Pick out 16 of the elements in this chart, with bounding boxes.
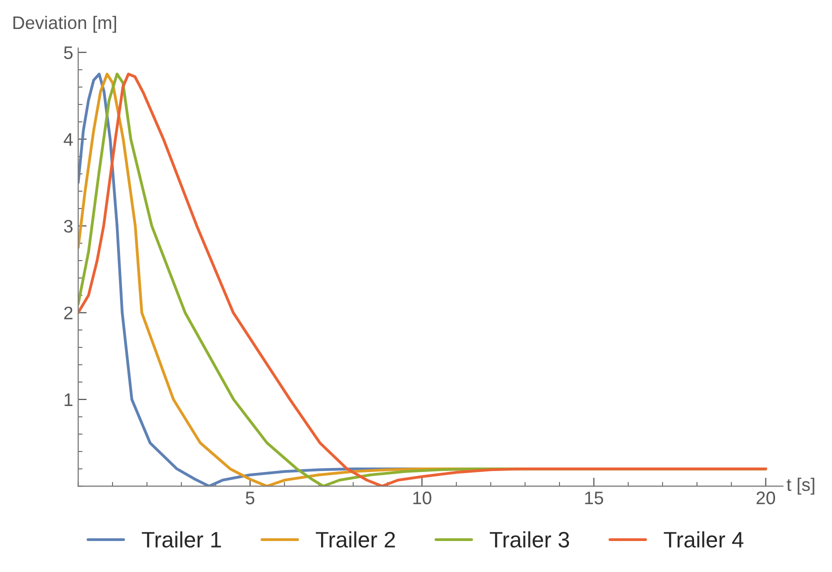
legend-label: Trailer 1 xyxy=(142,531,221,548)
legend-label: Trailer 2 xyxy=(316,531,395,548)
x-tick-label: 10 xyxy=(413,492,432,504)
y-axis-title: Deviation [m] xyxy=(13,16,116,33)
line-series xyxy=(78,72,768,486)
x-tick-label: 20 xyxy=(756,492,776,504)
y-tick-label: 1 xyxy=(64,394,72,406)
y-tick-label: 2 xyxy=(64,306,72,320)
y-tick-label: 3 xyxy=(64,220,73,233)
legend-label: Trailer 4 xyxy=(664,531,744,548)
y-tick-label: 4 xyxy=(64,133,73,146)
x-tick-label: 5 xyxy=(246,492,254,504)
x-tick-label: 15 xyxy=(585,492,604,504)
legend-label: Trailer 3 xyxy=(490,531,570,548)
y-tick-label: 5 xyxy=(64,46,73,60)
x-axis-title: t [s] xyxy=(786,478,814,495)
